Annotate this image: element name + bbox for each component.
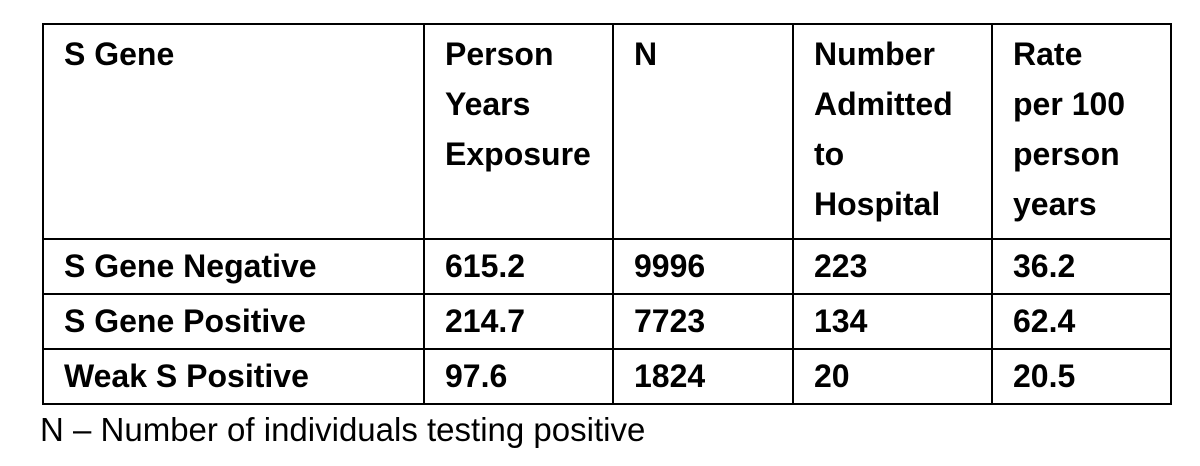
n-cell: 1824 xyxy=(612,348,794,405)
header-number-admitted: Number Admitted to Hospital xyxy=(792,23,993,240)
admitted-cell: 134 xyxy=(792,293,993,350)
row-label: S Gene Positive xyxy=(42,293,425,350)
table-header-row: S Gene Person Years Exposure N Number Ad… xyxy=(42,23,1172,240)
hospital-admission-table: S Gene Person Years Exposure N Number Ad… xyxy=(42,23,1172,405)
person-years-cell: 615.2 xyxy=(423,238,614,295)
rate-cell: 36.2 xyxy=(991,238,1172,295)
table-row: Weak S Positive 97.6 1824 20 20.5 xyxy=(42,348,1172,405)
n-cell: 9996 xyxy=(612,238,794,295)
table-row: S Gene Negative 615.2 9996 223 36.2 xyxy=(42,238,1172,295)
admitted-cell: 20 xyxy=(792,348,993,405)
header-n: N xyxy=(612,23,794,240)
admitted-cell: 223 xyxy=(792,238,993,295)
row-label: S Gene Negative xyxy=(42,238,425,295)
table-row: S Gene Positive 214.7 7723 134 62.4 xyxy=(42,293,1172,350)
table-footnote: N – Number of individuals testing positi… xyxy=(40,411,646,448)
rate-cell: 20.5 xyxy=(991,348,1172,405)
header-person-years-exposure: Person Years Exposure xyxy=(423,23,614,240)
n-cell: 7723 xyxy=(612,293,794,350)
rate-cell: 62.4 xyxy=(991,293,1172,350)
header-rate: Rate per 100 person years xyxy=(991,23,1172,240)
header-s-gene: S Gene xyxy=(42,23,425,240)
person-years-cell: 97.6 xyxy=(423,348,614,405)
person-years-cell: 214.7 xyxy=(423,293,614,350)
row-label: Weak S Positive xyxy=(42,348,425,405)
